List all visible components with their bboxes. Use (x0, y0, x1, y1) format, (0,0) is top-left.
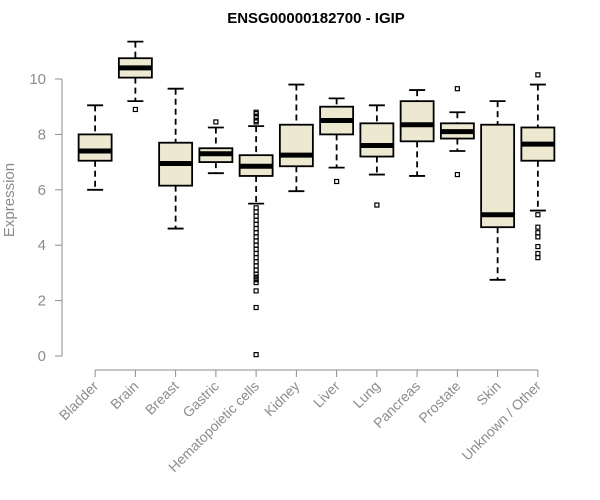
outlier-point (454, 86, 460, 92)
outlier-point (253, 111, 259, 117)
outlier-point (253, 225, 259, 232)
y-tick-label: 0 (38, 348, 46, 365)
box-bladder (77, 104, 113, 191)
outlier-point (132, 106, 138, 113)
box-iqr (359, 122, 395, 158)
outlier-point (213, 119, 219, 125)
outlier-point (253, 234, 259, 240)
y-tick-label: 2 (38, 293, 46, 310)
outlier-point (253, 209, 259, 215)
outlier-point (253, 352, 259, 358)
outlier-point (253, 217, 259, 223)
box-iqr (77, 133, 113, 162)
outlier-point (334, 178, 340, 185)
outlier-point (253, 119, 259, 125)
outlier-point (253, 288, 259, 294)
box-pancreas (399, 89, 435, 177)
box-unknown-other (520, 72, 556, 261)
outlier-point (253, 277, 259, 283)
outlier-point (253, 250, 259, 257)
box-iqr (399, 100, 435, 143)
box-skin (480, 100, 516, 281)
y-tick-label: 8 (38, 126, 46, 143)
box-kidney (278, 83, 314, 193)
box-lung (359, 104, 395, 208)
outlier-point (253, 259, 259, 265)
outlier-point (253, 115, 259, 121)
outlier-point (253, 255, 259, 261)
outlier-point (535, 234, 541, 240)
x-tick-label: Prostate (415, 378, 463, 426)
outlier-point (253, 304, 259, 311)
box-hematopoietic-cells (238, 109, 274, 358)
outlier-point (253, 246, 259, 252)
outlier-point (253, 279, 259, 286)
x-tick-label: Lung (350, 378, 383, 411)
box-gastric (198, 119, 234, 175)
x-tick-label: Kidney (261, 378, 303, 420)
y-axis-title: Expression (1, 163, 18, 237)
outlier-point (374, 202, 380, 208)
outlier-point (253, 205, 259, 211)
outlier-point (535, 212, 541, 218)
outlier-point (454, 171, 460, 178)
outlier-point (253, 263, 259, 269)
outlier-point (253, 117, 259, 124)
outlier-point (253, 238, 259, 244)
outlier-point (535, 230, 541, 236)
outlier-point (253, 113, 259, 119)
boxes-group (77, 40, 556, 358)
outlier-point (253, 109, 259, 115)
outlier-point (253, 242, 259, 248)
outlier-point (253, 213, 259, 219)
outlier-point (253, 271, 259, 277)
y-tick-label: 6 (38, 182, 46, 199)
y-axis: 0 2 4 6 8 10 (29, 71, 63, 365)
box-breast (158, 87, 194, 230)
x-tick-label: Breast (142, 378, 182, 418)
outlier-point (535, 250, 541, 257)
x-tick-label: Skin (473, 378, 504, 409)
outlier-point (253, 267, 259, 273)
box-iqr (278, 123, 314, 168)
y-tick-label: 10 (29, 71, 46, 88)
x-tick-label: Liver (310, 378, 343, 411)
outlier-point (535, 255, 541, 261)
x-tick-label: Bladder (56, 378, 102, 424)
box-liver (319, 97, 355, 185)
box-iqr (480, 123, 516, 229)
outlier-point (535, 243, 541, 250)
box-brain (117, 40, 153, 113)
outlier-point (535, 224, 541, 230)
x-tick-label: Brain (107, 378, 141, 412)
outlier-point (253, 274, 259, 280)
y-tick-label: 4 (38, 237, 46, 254)
outlier-point (253, 230, 259, 236)
outlier-point (535, 72, 541, 78)
box-prostate (439, 86, 475, 178)
chart-title: ENSG00000182700 - IGIP (227, 10, 405, 27)
outlier-point (253, 221, 259, 228)
